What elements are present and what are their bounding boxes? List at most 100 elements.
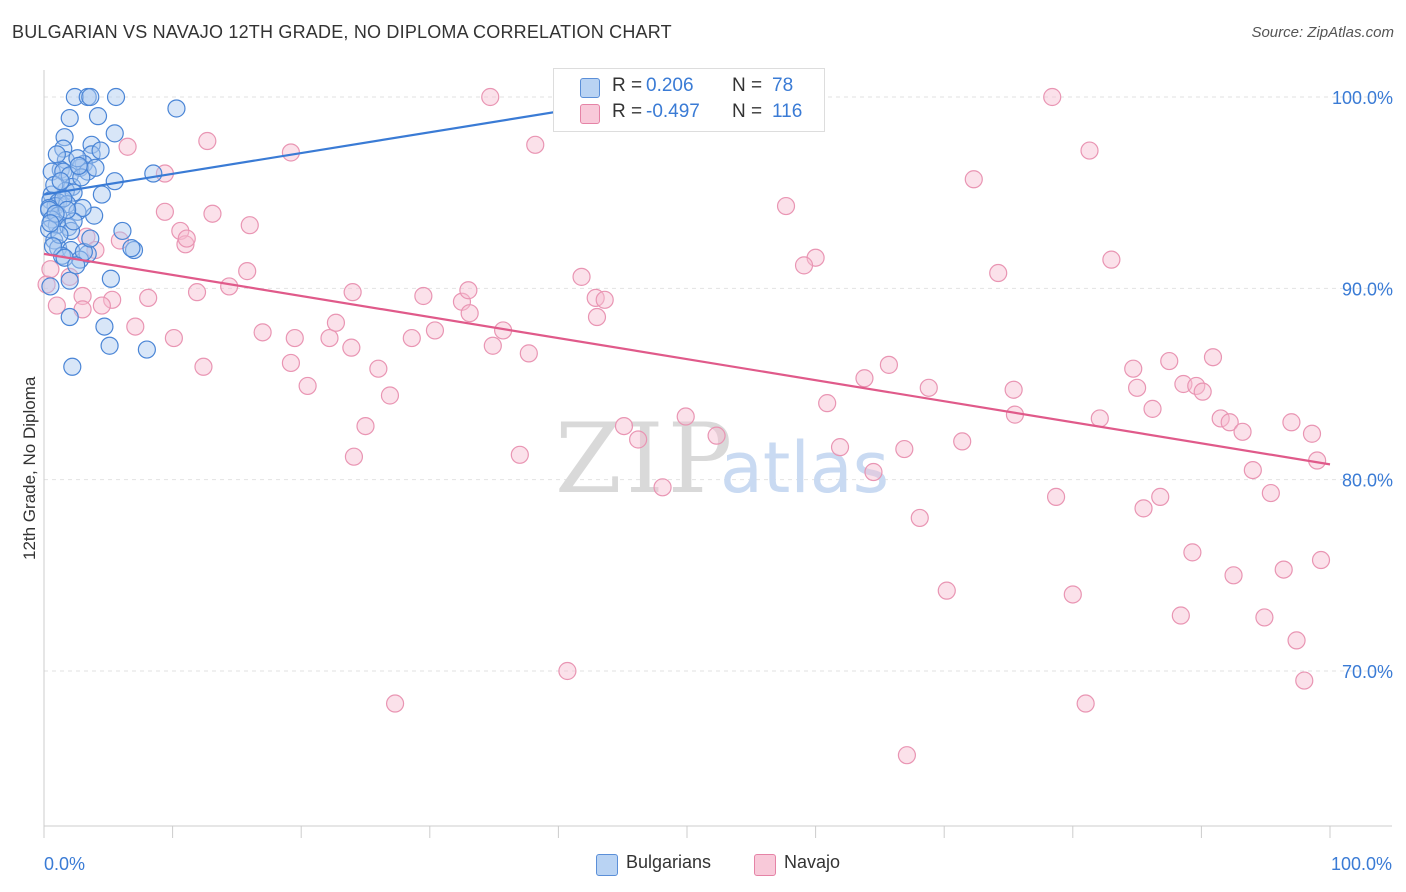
navajo-point [1311, 550, 1331, 570]
legend-n-value: 78 [772, 75, 794, 96]
navajo-point [855, 369, 874, 388]
chart-title: BULGARIAN VS NAVAJO 12TH GRADE, NO DIPLO… [12, 22, 672, 42]
navajo-point [1171, 606, 1190, 625]
bulgarian-point [137, 340, 156, 359]
navajo-point [1183, 543, 1202, 562]
navajo-point [47, 296, 66, 315]
bulgarian-point [124, 240, 144, 260]
legend-swatch-navajo [754, 854, 776, 876]
legend-n-label: N = [732, 101, 763, 122]
navajo-point [614, 416, 634, 436]
trend-lines [43, 95, 1331, 466]
watermark-zip: ZIP [555, 403, 736, 515]
navajo-point [910, 508, 929, 528]
bulgarian-point [64, 212, 83, 231]
y-tick-label: 100.0% [1332, 88, 1393, 108]
navajo-point [1295, 671, 1314, 690]
bulgarian-point [69, 156, 88, 175]
bulgarian-point [113, 221, 132, 241]
navajo-point [118, 137, 137, 156]
navajo-point [595, 290, 614, 309]
x-tick-label-min: 0.0% [44, 854, 85, 874]
navajo-point [1224, 566, 1243, 585]
legend-row-bulgarians: R = 0.206 N = 78 [554, 75, 824, 101]
bulgarian-point [67, 256, 86, 275]
navajo-point [253, 323, 272, 342]
navajo-point [1243, 461, 1262, 480]
navajo-point [1063, 585, 1082, 604]
navajo-point [203, 204, 222, 223]
navajo-point [220, 277, 239, 296]
navajo-point [344, 447, 364, 466]
bulgarian-point [72, 168, 91, 187]
navajo-point [953, 432, 972, 451]
y-tick-label: 70.0% [1342, 662, 1393, 682]
bulgarian-point [82, 145, 101, 164]
navajo-point [92, 296, 111, 315]
navajo-point [1220, 413, 1239, 432]
navajo-point [281, 143, 301, 162]
navajo-point [879, 355, 899, 374]
navajo-point [369, 359, 388, 378]
legend-r-value: -0.497 [646, 101, 700, 122]
navajo-point [380, 386, 400, 405]
navajo-trend-line [43, 252, 1331, 466]
navajo-point [194, 357, 213, 376]
navajo-point [653, 478, 672, 497]
legend-swatch-navajo [580, 104, 600, 124]
bulgarian-point [167, 99, 186, 118]
navajo-point [1255, 608, 1274, 627]
legend-r-label: R = [612, 101, 643, 122]
navajo-point [572, 267, 591, 286]
navajo-point [459, 281, 478, 300]
navajo-point [164, 328, 183, 348]
bulgarian-point [63, 357, 82, 376]
correlation-legend: R = 0.206 N = 78 R = -0.497 N = 116 [553, 68, 825, 132]
navajo-point [676, 407, 695, 426]
legend-swatch-bulgarians [580, 78, 600, 98]
bulgarian-point [60, 307, 79, 327]
navajo-point [238, 262, 257, 281]
bulgarian-point [101, 269, 120, 288]
navajo-point [964, 170, 983, 189]
navajo-point [298, 376, 317, 396]
navajo-point [830, 438, 850, 457]
navajo-point [1233, 422, 1252, 441]
navajo-point [356, 416, 375, 436]
axes [43, 70, 1392, 838]
navajo-point [73, 286, 92, 306]
navajo-point [1287, 631, 1306, 650]
navajo-point [558, 661, 577, 681]
navajo-point [707, 426, 726, 445]
navajo-point [402, 328, 421, 348]
navajo-point [1193, 382, 1212, 401]
navajo-point [519, 344, 538, 363]
navajo-point [989, 263, 1008, 283]
bulgarian-point [81, 87, 100, 107]
bulgarian-point [41, 277, 60, 296]
navajo-point [1261, 483, 1280, 503]
navajo-point [1203, 348, 1223, 367]
bulgarian-point [55, 128, 74, 147]
navajo-point [937, 581, 956, 600]
x-tick-label-max: 100.0% [1331, 854, 1392, 874]
legend-row-navajo: R = -0.497 N = 116 [554, 101, 824, 127]
navajo-point [776, 196, 796, 216]
navajo-point [483, 336, 502, 355]
navajo-point [1274, 560, 1293, 579]
navajo-point [155, 202, 174, 221]
navajo-point [587, 307, 607, 327]
bulgarian-point [73, 198, 92, 218]
navajo-point [1134, 499, 1153, 518]
bulgarian-point [40, 219, 59, 239]
bulgarian-point [51, 172, 70, 191]
bulgarian-point [58, 200, 77, 219]
navajo-point [1211, 409, 1230, 428]
navajo-point [126, 317, 145, 336]
navajo-point [919, 378, 938, 397]
legend-r-label: R = [612, 75, 643, 96]
bulgarian-point [46, 204, 65, 223]
bulgarian-points [40, 87, 186, 376]
navajo-point [1076, 694, 1095, 713]
